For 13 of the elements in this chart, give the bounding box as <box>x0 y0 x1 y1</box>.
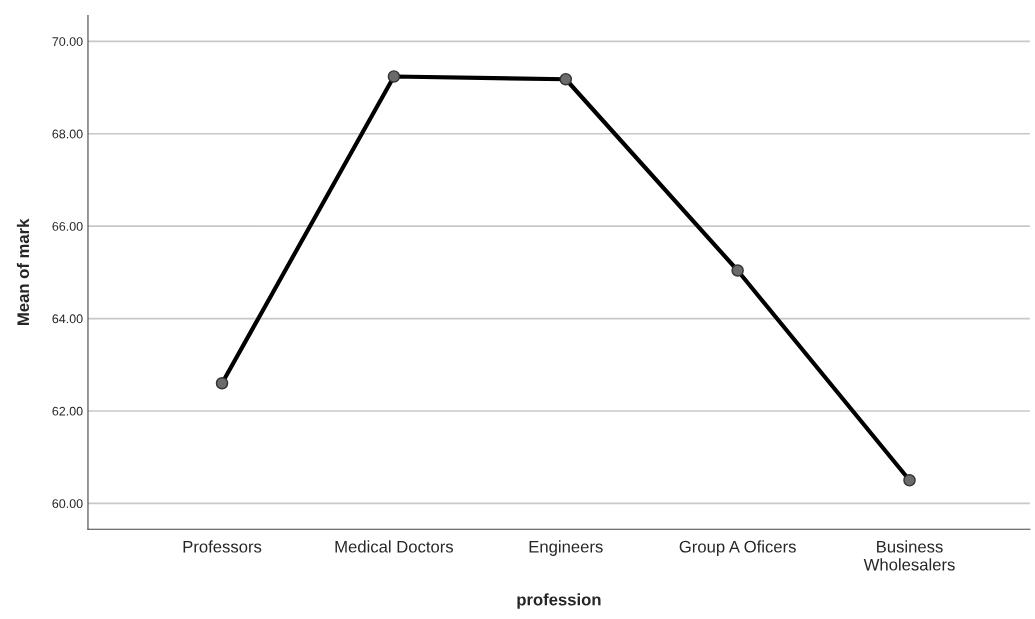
x-tick-label: Group A Oficers <box>679 540 796 556</box>
y-tick-label: 70.00 <box>52 37 83 46</box>
x-tick-label: Business Wholesalers <box>863 540 955 571</box>
x-tick-label: Professors <box>183 540 262 553</box>
y-tick-label: 64.00 <box>52 314 83 324</box>
x-axis-title: profession <box>517 593 601 609</box>
y-tick-label: 68.00 <box>52 129 83 139</box>
y-tick-label: 60.00 <box>52 499 83 509</box>
y-tick-label: 66.00 <box>52 221 83 231</box>
y-axis-title: Mean of mark <box>16 218 30 325</box>
x-tick-label: Engineers <box>529 540 603 556</box>
x-tick-label: Medical Doctors <box>335 540 454 553</box>
y-tick-label: 62.00 <box>52 406 83 416</box>
